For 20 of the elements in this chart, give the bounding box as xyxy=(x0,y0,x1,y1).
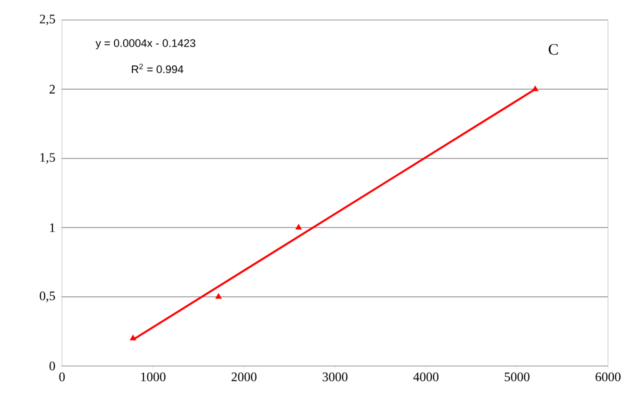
point xyxy=(532,86,538,92)
x-tick-label: 5000 xyxy=(504,372,530,382)
x-tick-label: 4000 xyxy=(413,372,438,382)
annotation: R$^{2}$ = 0.994 xyxy=(132,64,184,74)
point xyxy=(130,334,136,340)
x-tick-label: 2000 xyxy=(232,372,256,382)
annotation: y = 0.0004x - 0.1423 xyxy=(96,39,196,50)
y-tick-label: 0 xyxy=(50,362,55,370)
x-tick-label: 6000 xyxy=(596,372,620,382)
y-tick-label: 1,5 xyxy=(40,153,55,164)
y-tick-label: 0,5 xyxy=(40,292,55,302)
point xyxy=(215,293,222,299)
y-tick-label: 2 xyxy=(50,84,55,94)
point xyxy=(295,224,302,230)
x-tick-label: 3000 xyxy=(322,372,348,382)
x-tick-label: 1000 xyxy=(141,372,166,382)
y-tick-label: 1 xyxy=(50,223,55,232)
annotation: C xyxy=(548,44,558,55)
y-tick-label: 2,5 xyxy=(40,14,55,26)
x-tick-label: 0 xyxy=(59,372,65,382)
